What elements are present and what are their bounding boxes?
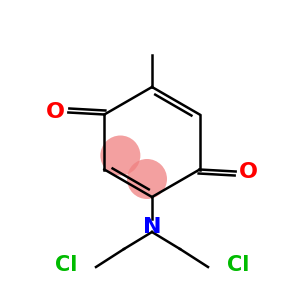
Text: O: O	[239, 161, 258, 182]
Text: O: O	[46, 101, 65, 122]
Text: Cl: Cl	[55, 255, 77, 275]
Circle shape	[127, 159, 167, 199]
Text: Cl: Cl	[227, 255, 249, 275]
Text: N: N	[143, 217, 161, 237]
Circle shape	[100, 136, 140, 175]
